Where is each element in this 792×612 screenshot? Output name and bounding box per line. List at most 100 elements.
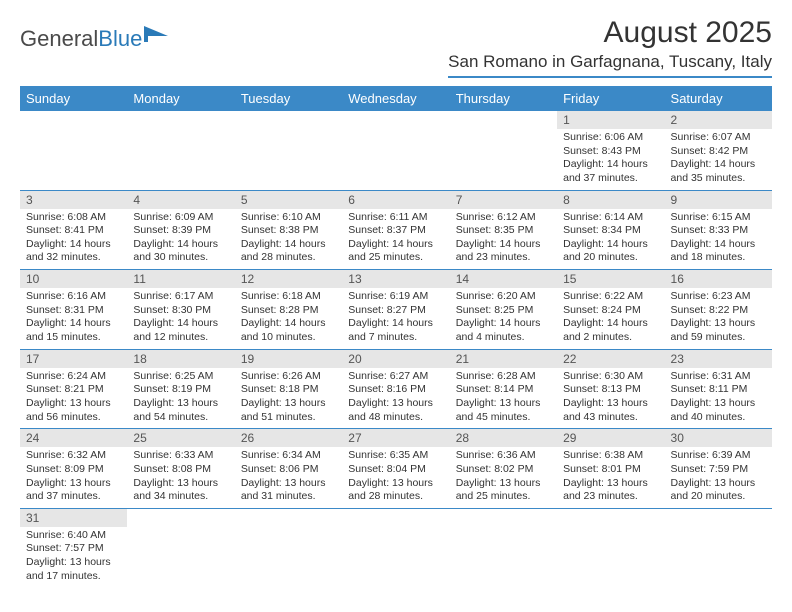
day-data: Sunrise: 6:33 AMSunset: 8:08 PMDaylight:…	[127, 447, 234, 508]
location: San Romano in Garfagnana, Tuscany, Italy	[448, 52, 772, 78]
day-header: Sunday	[20, 86, 127, 111]
day-header: Friday	[557, 86, 664, 111]
calendar-day: 1Sunrise: 6:06 AMSunset: 8:43 PMDaylight…	[557, 111, 664, 190]
calendar-day: 12Sunrise: 6:18 AMSunset: 8:28 PMDayligh…	[235, 270, 342, 350]
day-data: Sunrise: 6:25 AMSunset: 8:19 PMDaylight:…	[127, 368, 234, 429]
calendar-day-empty	[20, 111, 127, 190]
day-data: Sunrise: 6:15 AMSunset: 8:33 PMDaylight:…	[665, 209, 772, 270]
day-data: Sunrise: 6:40 AMSunset: 7:57 PMDaylight:…	[20, 527, 127, 588]
month-title: August 2025	[448, 16, 772, 50]
day-number: 25	[127, 429, 234, 447]
day-data: Sunrise: 6:11 AMSunset: 8:37 PMDaylight:…	[342, 209, 449, 270]
day-number: 18	[127, 350, 234, 368]
calendar-day: 10Sunrise: 6:16 AMSunset: 8:31 PMDayligh…	[20, 270, 127, 350]
calendar-day: 20Sunrise: 6:27 AMSunset: 8:16 PMDayligh…	[342, 349, 449, 429]
calendar-day: 14Sunrise: 6:20 AMSunset: 8:25 PMDayligh…	[450, 270, 557, 350]
day-data: Sunrise: 6:35 AMSunset: 8:04 PMDaylight:…	[342, 447, 449, 508]
day-number: 12	[235, 270, 342, 288]
day-header: Tuesday	[235, 86, 342, 111]
day-number: 15	[557, 270, 664, 288]
day-number: 31	[20, 509, 127, 527]
day-number: 24	[20, 429, 127, 447]
day-data: Sunrise: 6:18 AMSunset: 8:28 PMDaylight:…	[235, 288, 342, 349]
calendar-day: 24Sunrise: 6:32 AMSunset: 8:09 PMDayligh…	[20, 429, 127, 509]
calendar-day: 9Sunrise: 6:15 AMSunset: 8:33 PMDaylight…	[665, 190, 772, 270]
day-number: 9	[665, 191, 772, 209]
day-header: Wednesday	[342, 86, 449, 111]
day-number: 17	[20, 350, 127, 368]
day-number: 21	[450, 350, 557, 368]
calendar-day: 4Sunrise: 6:09 AMSunset: 8:39 PMDaylight…	[127, 190, 234, 270]
calendar-day: 8Sunrise: 6:14 AMSunset: 8:34 PMDaylight…	[557, 190, 664, 270]
day-header: Monday	[127, 86, 234, 111]
calendar-day-empty	[450, 508, 557, 587]
day-number: 7	[450, 191, 557, 209]
calendar-day: 6Sunrise: 6:11 AMSunset: 8:37 PMDaylight…	[342, 190, 449, 270]
calendar-day: 30Sunrise: 6:39 AMSunset: 7:59 PMDayligh…	[665, 429, 772, 509]
day-data: Sunrise: 6:17 AMSunset: 8:30 PMDaylight:…	[127, 288, 234, 349]
day-number: 6	[342, 191, 449, 209]
calendar-day: 3Sunrise: 6:08 AMSunset: 8:41 PMDaylight…	[20, 190, 127, 270]
calendar-week: 31Sunrise: 6:40 AMSunset: 7:57 PMDayligh…	[20, 508, 772, 587]
day-data: Sunrise: 6:31 AMSunset: 8:11 PMDaylight:…	[665, 368, 772, 429]
title-block: August 2025 San Romano in Garfagnana, Tu…	[448, 16, 772, 78]
calendar-day-empty	[665, 508, 772, 587]
day-data: Sunrise: 6:39 AMSunset: 7:59 PMDaylight:…	[665, 447, 772, 508]
calendar-week: 17Sunrise: 6:24 AMSunset: 8:21 PMDayligh…	[20, 349, 772, 429]
day-header: Saturday	[665, 86, 772, 111]
calendar-day: 11Sunrise: 6:17 AMSunset: 8:30 PMDayligh…	[127, 270, 234, 350]
logo-text-1: General	[20, 26, 98, 52]
calendar-week: 3Sunrise: 6:08 AMSunset: 8:41 PMDaylight…	[20, 190, 772, 270]
calendar-day: 19Sunrise: 6:26 AMSunset: 8:18 PMDayligh…	[235, 349, 342, 429]
day-data: Sunrise: 6:26 AMSunset: 8:18 PMDaylight:…	[235, 368, 342, 429]
calendar-day: 17Sunrise: 6:24 AMSunset: 8:21 PMDayligh…	[20, 349, 127, 429]
calendar-day: 27Sunrise: 6:35 AMSunset: 8:04 PMDayligh…	[342, 429, 449, 509]
day-data: Sunrise: 6:22 AMSunset: 8:24 PMDaylight:…	[557, 288, 664, 349]
calendar-day: 25Sunrise: 6:33 AMSunset: 8:08 PMDayligh…	[127, 429, 234, 509]
logo: GeneralBlue	[20, 24, 172, 54]
day-data: Sunrise: 6:09 AMSunset: 8:39 PMDaylight:…	[127, 209, 234, 270]
day-data: Sunrise: 6:36 AMSunset: 8:02 PMDaylight:…	[450, 447, 557, 508]
day-number: 2	[665, 111, 772, 129]
day-data: Sunrise: 6:30 AMSunset: 8:13 PMDaylight:…	[557, 368, 664, 429]
day-number: 4	[127, 191, 234, 209]
day-number: 14	[450, 270, 557, 288]
day-number: 28	[450, 429, 557, 447]
calendar-day-empty	[127, 111, 234, 190]
day-number: 10	[20, 270, 127, 288]
header: GeneralBlue August 2025 San Romano in Ga…	[20, 16, 772, 78]
calendar-day: 15Sunrise: 6:22 AMSunset: 8:24 PMDayligh…	[557, 270, 664, 350]
calendar-day-empty	[557, 508, 664, 587]
calendar-day: 13Sunrise: 6:19 AMSunset: 8:27 PMDayligh…	[342, 270, 449, 350]
day-data: Sunrise: 6:38 AMSunset: 8:01 PMDaylight:…	[557, 447, 664, 508]
calendar-day: 21Sunrise: 6:28 AMSunset: 8:14 PMDayligh…	[450, 349, 557, 429]
calendar-day-empty	[127, 508, 234, 587]
calendar-body: 1Sunrise: 6:06 AMSunset: 8:43 PMDaylight…	[20, 111, 772, 587]
day-number: 5	[235, 191, 342, 209]
day-number: 8	[557, 191, 664, 209]
day-data: Sunrise: 6:16 AMSunset: 8:31 PMDaylight:…	[20, 288, 127, 349]
calendar-day: 29Sunrise: 6:38 AMSunset: 8:01 PMDayligh…	[557, 429, 664, 509]
day-number: 1	[557, 111, 664, 129]
calendar-week: 24Sunrise: 6:32 AMSunset: 8:09 PMDayligh…	[20, 429, 772, 509]
day-number: 26	[235, 429, 342, 447]
day-data: Sunrise: 6:32 AMSunset: 8:09 PMDaylight:…	[20, 447, 127, 508]
calendar-day: 16Sunrise: 6:23 AMSunset: 8:22 PMDayligh…	[665, 270, 772, 350]
day-number: 23	[665, 350, 772, 368]
day-number: 29	[557, 429, 664, 447]
calendar-table: SundayMondayTuesdayWednesdayThursdayFrid…	[20, 86, 772, 587]
day-data: Sunrise: 6:24 AMSunset: 8:21 PMDaylight:…	[20, 368, 127, 429]
day-data: Sunrise: 6:08 AMSunset: 8:41 PMDaylight:…	[20, 209, 127, 270]
day-data: Sunrise: 6:34 AMSunset: 8:06 PMDaylight:…	[235, 447, 342, 508]
calendar-day: 22Sunrise: 6:30 AMSunset: 8:13 PMDayligh…	[557, 349, 664, 429]
day-data: Sunrise: 6:23 AMSunset: 8:22 PMDaylight:…	[665, 288, 772, 349]
day-number: 13	[342, 270, 449, 288]
calendar-week: 10Sunrise: 6:16 AMSunset: 8:31 PMDayligh…	[20, 270, 772, 350]
day-data: Sunrise: 6:07 AMSunset: 8:42 PMDaylight:…	[665, 129, 772, 190]
day-data: Sunrise: 6:27 AMSunset: 8:16 PMDaylight:…	[342, 368, 449, 429]
day-data: Sunrise: 6:14 AMSunset: 8:34 PMDaylight:…	[557, 209, 664, 270]
calendar-day-empty	[235, 111, 342, 190]
day-header: Thursday	[450, 86, 557, 111]
day-data: Sunrise: 6:10 AMSunset: 8:38 PMDaylight:…	[235, 209, 342, 270]
day-number: 16	[665, 270, 772, 288]
